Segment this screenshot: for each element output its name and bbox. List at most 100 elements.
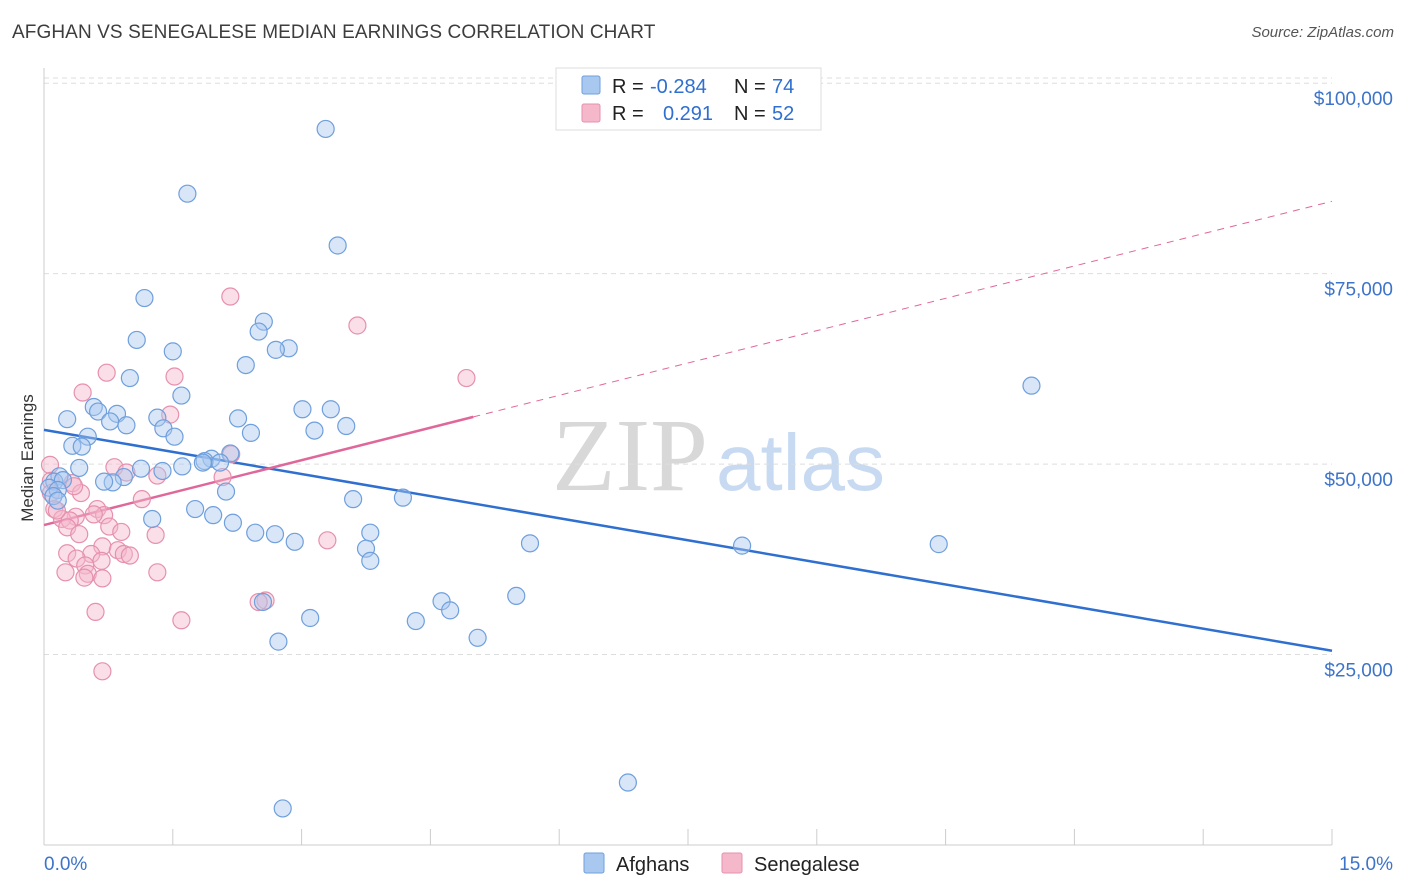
senegalese-point-20 [95, 506, 114, 525]
senegalese-point-8 [105, 458, 124, 477]
afghans-point-15 [88, 402, 108, 421]
y-tick-label-50000: $50,000 [1324, 470, 1393, 491]
senegalese-trend-extension [473, 200, 1333, 418]
afghans-point-20 [228, 409, 248, 428]
legend-swatch-afghans [581, 75, 601, 95]
senegalese-point-0 [221, 287, 240, 306]
afghans-point-1 [178, 184, 197, 203]
series-legend-swatch-afghans [583, 852, 605, 874]
senegalese-point-40 [56, 563, 75, 582]
afghans-point-6 [127, 330, 146, 350]
afghans-point-49 [216, 482, 236, 501]
senegalese-point-34 [82, 544, 101, 564]
senegalese-point-27 [112, 522, 131, 542]
legend-n-label-afghans: N = [734, 76, 766, 98]
afghans-point-19 [148, 408, 167, 427]
afghans-point-4 [254, 312, 273, 331]
afghans-point-62 [520, 534, 540, 553]
afghans-point-52 [344, 490, 363, 509]
afghans-point-60 [361, 523, 380, 542]
afghans-point-66 [361, 551, 380, 570]
y-tick-labels: $25,000 $50,000 $75,000 $100,000 [1314, 89, 1393, 681]
afghans-point-63 [732, 536, 752, 555]
senegalese-point-30 [318, 531, 337, 550]
afghans-point-71 [301, 608, 320, 628]
senegalese-point-19 [88, 499, 107, 519]
afghans-point-16 [293, 400, 312, 419]
senegalese-point-46 [249, 592, 268, 612]
afghans-point-21 [58, 410, 77, 429]
afghans-point-37 [173, 457, 192, 476]
senegalese-point-26 [100, 517, 119, 536]
afghans-point-29 [78, 427, 97, 446]
senegalese-point-47 [172, 611, 191, 630]
trend-lines [43, 200, 1333, 652]
senegalese-point-17 [132, 490, 151, 509]
afghans-point-17 [321, 400, 340, 419]
legend-r-label-senegalese: R = [612, 103, 644, 125]
afghans-point-58 [246, 523, 265, 542]
afghans-point-75 [618, 773, 637, 792]
senegalese-point-49 [86, 602, 105, 622]
senegalese-trend-line [43, 415, 474, 527]
source-label: Source: ZipAtlas.com [1251, 24, 1394, 41]
senegalese-point-29 [146, 525, 165, 545]
afghans-point-2 [328, 236, 347, 255]
senegalese-point-41 [148, 563, 167, 582]
afghans-point-23 [117, 416, 136, 435]
afghans-point-30 [63, 436, 82, 455]
afghans-point-57 [223, 513, 243, 532]
afghans-point-9 [266, 340, 285, 359]
afghans-point-10 [236, 355, 255, 375]
senegalese-point-44 [93, 569, 112, 588]
afghans-point-69 [253, 592, 273, 612]
senegalese-point-2 [97, 363, 116, 382]
afghans-point-0 [316, 119, 335, 139]
afghans-point-61 [285, 532, 304, 551]
y-axis-label: Median Earnings [18, 394, 37, 522]
senegalese-point-35 [58, 544, 77, 563]
afghans-point-33 [202, 449, 221, 468]
afghans-point-3 [135, 288, 154, 308]
afghans-point-54 [186, 499, 205, 519]
senegalese-point-48 [93, 662, 112, 681]
senegalese-point-36 [120, 546, 139, 565]
afghans-trend-line [43, 428, 1333, 652]
x-tick-label-max: 15.0% [1339, 854, 1393, 875]
x-tick-label-min: 0.0% [44, 854, 87, 875]
senegalese-point-5 [73, 383, 92, 402]
series-legend-swatch-senegalese [721, 852, 743, 874]
senegalese-points [40, 287, 476, 681]
afghans-point-31 [72, 437, 91, 456]
afghans-point-5 [249, 322, 268, 341]
watermark-atlas: atlas [716, 418, 885, 507]
senegalese-point-1 [348, 316, 367, 335]
senegalese-point-43 [75, 568, 94, 587]
afghans-point-7 [163, 342, 182, 361]
afghans-point-35 [193, 453, 212, 472]
afghans-point-44 [114, 467, 133, 487]
senegalese-point-21 [84, 505, 103, 524]
chart-title: AFGHAN VS SENEGALESE MEDIAN EARNINGS COR… [12, 22, 656, 43]
afghans-point-28 [165, 427, 184, 446]
series-legend-label-senegalese: Senegalese [754, 854, 860, 876]
senegalese-point-33 [114, 544, 133, 564]
afghans-point-53 [393, 488, 413, 507]
afghans-point-13 [172, 386, 191, 405]
legend-swatch-senegalese [581, 103, 601, 123]
afghans-point-36 [210, 453, 230, 472]
afghans-point-64 [929, 535, 948, 554]
afghans-point-72 [406, 611, 425, 631]
senegalese-point-28 [70, 525, 89, 544]
y-tick-label-25000: $25,000 [1324, 661, 1393, 682]
legend-r-value-afghans: -0.284 [650, 76, 707, 98]
legend-n-value-senegalese: 52 [772, 103, 794, 125]
correlation-legend: R = -0.284 N = 74 R = 0.291 N = 52 [555, 67, 822, 131]
afghans-point-39 [153, 461, 172, 481]
afghans-point-59 [265, 525, 285, 544]
afghans-points [40, 119, 1041, 818]
afghans-point-73 [468, 628, 487, 647]
series-legend-label-afghans: Afghans [616, 854, 689, 876]
afghans-point-46 [95, 472, 114, 491]
afghans-point-27 [241, 423, 261, 442]
